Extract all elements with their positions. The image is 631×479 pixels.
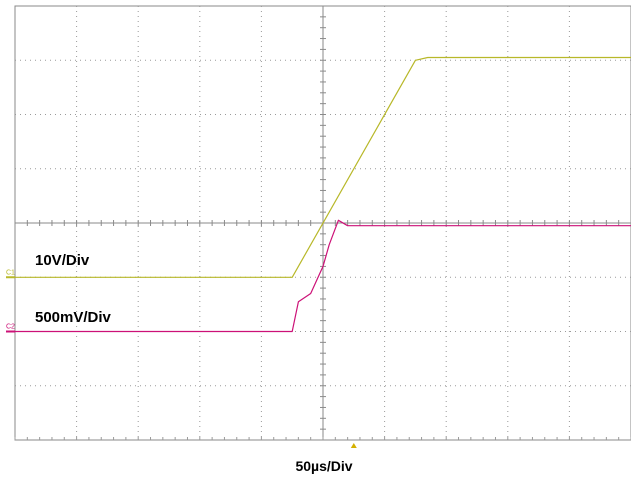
timebase-label: 50µs/Div xyxy=(295,458,352,474)
channel-marker-c1: C1 xyxy=(6,269,15,276)
channel-2-scale-label: 500mV/Div xyxy=(35,309,112,326)
trace-c2 xyxy=(15,219,631,333)
trigger-marker-icon xyxy=(350,443,357,448)
traces xyxy=(15,56,631,333)
channel-marker-c2: C2 xyxy=(6,324,15,331)
trace-c1 xyxy=(15,56,631,278)
channel-1-scale-label: 10V/Div xyxy=(35,252,90,269)
channel-markers: C1 C2 xyxy=(6,269,357,448)
graticule xyxy=(14,5,631,441)
